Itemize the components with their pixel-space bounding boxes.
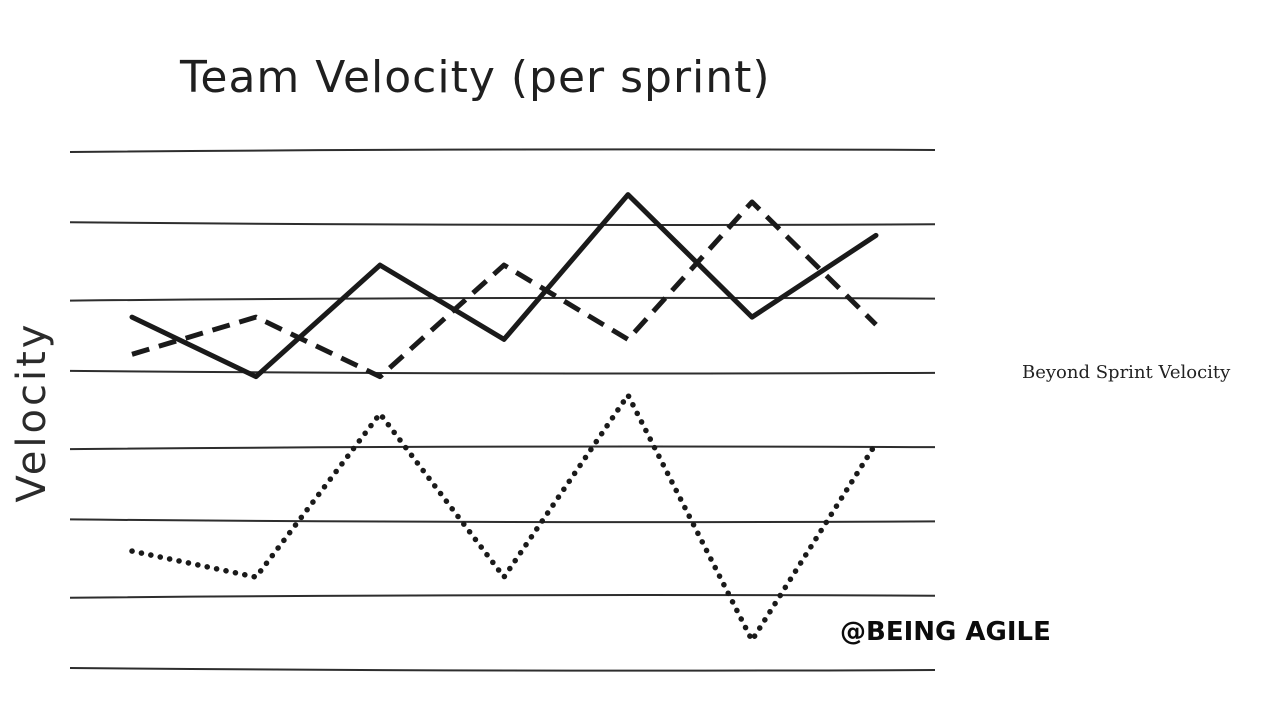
grid-lines [69, 148, 936, 672]
series-group [129, 192, 879, 644]
grid-line [69, 221, 936, 226]
grid-line [69, 445, 936, 451]
chart-title: Team Velocity (per sprint) [180, 52, 771, 103]
brand-watermark: @BEING AGILE [840, 617, 1051, 647]
series-line-solid [129, 192, 879, 380]
series-line-dotted [129, 392, 879, 644]
grid-line [69, 518, 936, 524]
grid-line [69, 369, 936, 375]
caption-text: Beyond Sprint Velocity [1022, 362, 1231, 383]
y-axis-label: Velocity [9, 321, 55, 503]
grid-line [69, 594, 936, 599]
series-line-dashed [131, 199, 878, 380]
grid-line [69, 296, 936, 302]
grid-line [69, 148, 936, 153]
grid-line [69, 667, 936, 672]
